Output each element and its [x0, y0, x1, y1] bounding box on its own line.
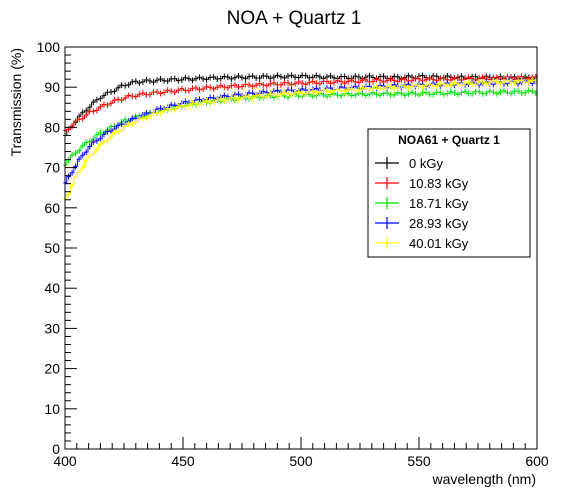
legend-entry: 18.71 kGy	[375, 196, 469, 211]
series-layer	[63, 72, 538, 203]
y-tick-label: 50	[44, 240, 60, 256]
x-tick-label: 450	[171, 453, 195, 469]
x-tick-label: 550	[407, 453, 431, 469]
legend-box	[367, 128, 531, 258]
x-tick-label: 600	[525, 453, 549, 469]
y-tick-label: 70	[44, 160, 60, 176]
legend-title: NOA61 + Quartz 1	[398, 133, 500, 147]
x-tick-label: 500	[289, 453, 313, 469]
legend-entry: 28.93 kGy	[375, 216, 469, 231]
legend-entry: 40.01 kGy	[375, 236, 469, 251]
series-line	[63, 76, 538, 131]
y-axis-label: Transmission (%)	[8, 48, 24, 156]
y-tick-label: 40	[44, 280, 60, 296]
y-tick-label: 20	[44, 361, 60, 377]
y-tick-label: 0	[52, 441, 60, 457]
series-line	[63, 79, 538, 200]
legend-label: 18.71 kGy	[409, 196, 469, 211]
y-tick-label: 30	[44, 320, 60, 336]
axes-layer: 400 450 500 550 600 0 10 20 30 40 50 60 70 80 90 100	[37, 39, 549, 469]
y-tick-label: 60	[44, 200, 60, 216]
chart-title: NOA + Quartz 1	[227, 8, 362, 29]
legend-label: 10.83 kGy	[409, 176, 469, 191]
y-tick-label: 100	[37, 39, 61, 55]
x-tick-label: 400	[53, 453, 77, 469]
legend: NOA61 + Quartz 1 0 kGy 10.83 kGy 18.71 kGy…	[367, 128, 531, 258]
legend-entry: 10.83 kGy	[375, 176, 469, 191]
y-tick-label: 90	[44, 79, 60, 95]
legend-label: 0 kGy	[409, 156, 443, 171]
legend-label: 40.01 kGy	[409, 236, 469, 251]
legend-label: 28.93 kGy	[409, 216, 469, 231]
legend-entries: 0 kGy 10.83 kGy 18.71 kGy 28.93 kGy 40.01 kG…	[375, 156, 469, 251]
y-tick-label: 80	[44, 119, 60, 135]
y-tick-label: 10	[44, 401, 60, 417]
legend-entry: 0 kGy	[375, 156, 443, 171]
x-axis-label: wavelength (nm)	[432, 471, 537, 487]
